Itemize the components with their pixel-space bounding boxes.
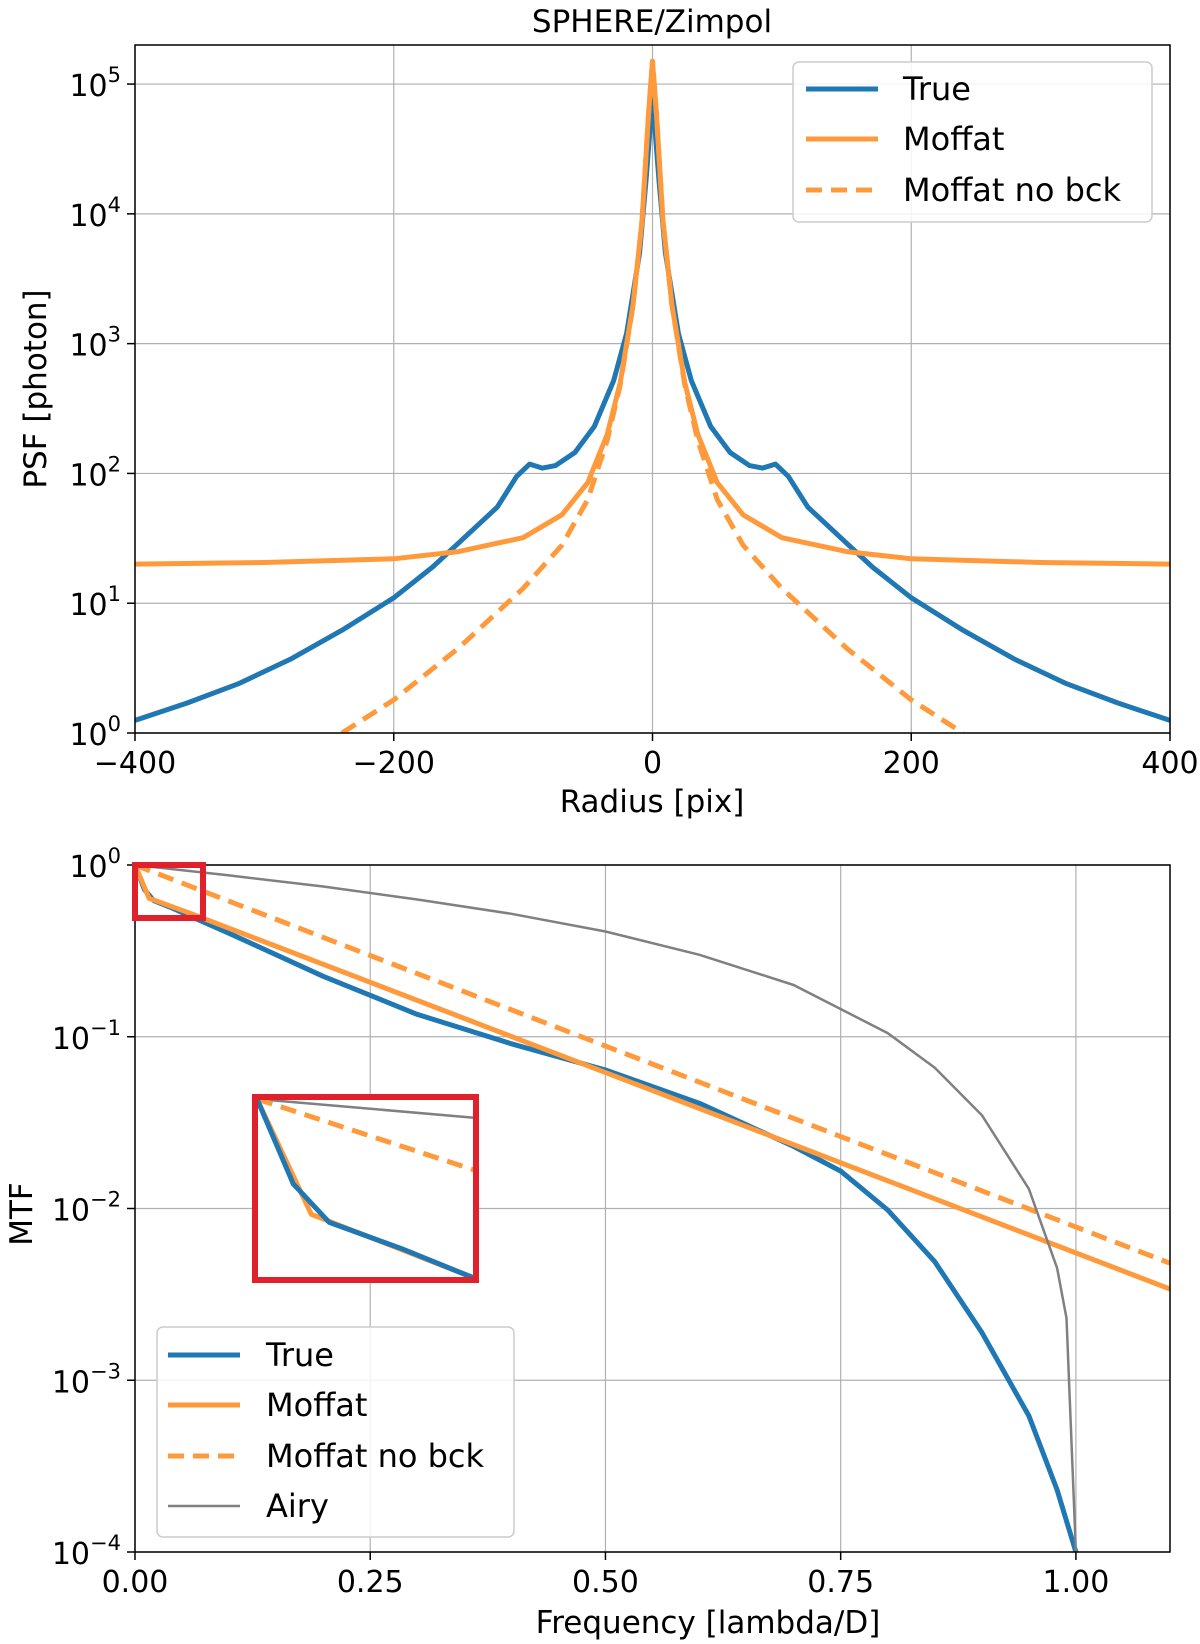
x-tick-label: 1.00	[1043, 1565, 1110, 1600]
series-airy	[135, 865, 1078, 1552]
psf-x-label: Radius [pix]	[560, 784, 745, 820]
psf-legend-box	[792, 61, 1153, 223]
inset-frame	[252, 1094, 479, 1283]
psf-legend: True Moffat Moffat no bck	[792, 61, 1153, 223]
psf-y-label: PSF [photon]	[18, 289, 54, 488]
series-moffat	[135, 865, 1170, 1292]
mtf-legend-airy: Airy	[266, 1487, 329, 1525]
x-tick-label: 200	[883, 746, 940, 781]
y-tick-label: 103	[69, 323, 121, 364]
mtf-y-label: MTF	[4, 1182, 40, 1246]
mtf-x-label: Frequency [lambda/D]	[536, 1605, 881, 1641]
zoom-inset	[252, 1094, 479, 1283]
psf-legend-nobck: Moffat no bck	[903, 171, 1122, 209]
y-tick-label: 10−3	[52, 1359, 121, 1400]
mtf-panel: 0.00 0.25 0.50 0.75 1.0010010−110−210−310−4 …	[4, 844, 1171, 1641]
x-tick-label: 0	[643, 746, 662, 781]
x-tick-label: 0.50	[572, 1565, 639, 1600]
zoom-region-marker	[132, 862, 206, 921]
psf-panel: −400 −200 0 200 400 100 101 102 103 104 105 SPHERE…	[18, 4, 1199, 820]
series-moffat-no-bck	[135, 865, 1170, 1266]
mtf-ticks: 0.00 0.25 0.50 0.75 1.00 100 10−1 10−2 10−3 10−4	[52, 844, 1109, 1600]
x-tick-label: 400	[1141, 746, 1198, 781]
y-tick-label: 10−4	[52, 1531, 121, 1572]
series-moffat-no-bck	[340, 58, 965, 733]
x-tick-label: −200	[353, 746, 435, 781]
inset-series-true	[254, 1098, 475, 1281]
psf-ticks: −400 −200 0 200 400 100 101 102 103 104 105	[69, 63, 1198, 781]
x-tick-label: 0.75	[807, 1565, 874, 1600]
mtf-legend-true: True	[265, 1336, 334, 1374]
mtf-legend-nobck: Moffat no bck	[266, 1437, 485, 1475]
y-tick-label: 102	[69, 452, 121, 493]
x-tick-label: −400	[94, 746, 176, 781]
inset-background	[255, 1097, 476, 1280]
y-tick-label: 100	[69, 712, 121, 753]
mtf-legend: True Moffat Moffat no bck Airy	[156, 1326, 515, 1538]
inset-series-airy	[256, 1097, 475, 1119]
y-tick-label: 10−2	[52, 1188, 121, 1229]
psf-legend-moffat: Moffat	[903, 120, 1004, 158]
psf-legend-true: True	[902, 70, 971, 108]
psf-series	[135, 58, 1170, 733]
y-tick-label: 10−1	[52, 1016, 121, 1057]
y-tick-label: 101	[69, 582, 121, 623]
y-tick-label: 104	[69, 193, 121, 234]
mtf-series	[135, 865, 1170, 1552]
y-tick-label: 105	[69, 63, 121, 104]
x-tick-label: 0.00	[102, 1565, 169, 1600]
inset-series-nobck	[256, 1096, 475, 1173]
inset-series	[254, 1096, 475, 1281]
psf-title: SPHERE/Zimpol	[532, 4, 772, 40]
mtf-legend-box	[156, 1326, 515, 1538]
x-tick-label: 0.25	[337, 1565, 404, 1600]
series-true	[135, 94, 1170, 723]
mtf-legend-moffat: Moffat	[266, 1386, 367, 1424]
y-tick-label: 100	[69, 844, 121, 885]
